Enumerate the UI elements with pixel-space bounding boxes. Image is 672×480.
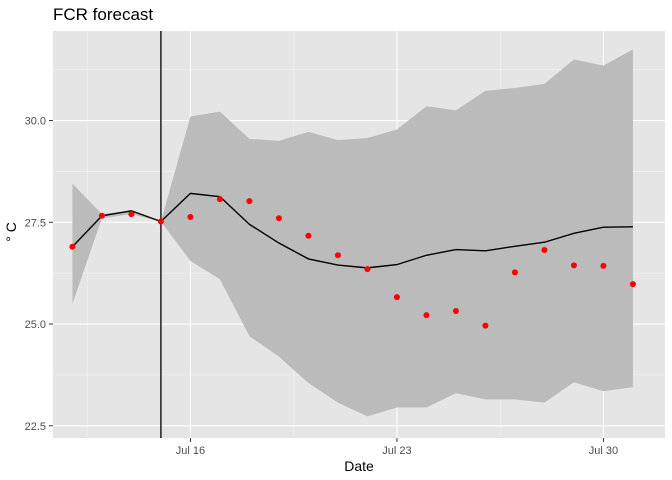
prediction-interval-layer [72, 49, 633, 417]
x-axis: Jul 16 Jul 23 Jul 30 [176, 438, 618, 457]
observed-point [216, 196, 223, 203]
observed-point [600, 262, 607, 269]
observed-point [128, 211, 135, 218]
y-axis-title: ° C [3, 222, 19, 242]
x-tick-label: Jul 30 [589, 445, 618, 457]
y-axis: 22.5 25.0 27.5 30.0 [25, 116, 53, 433]
observed-point [423, 312, 430, 319]
x-axis-title: Date [344, 458, 374, 474]
observed-point [541, 246, 548, 253]
observed-point [570, 262, 577, 269]
observed-point [452, 308, 459, 315]
observed-point [246, 198, 253, 205]
y-tick-label: 30.0 [25, 116, 46, 128]
observed-point [482, 322, 489, 329]
chart-title: FCR forecast [53, 5, 153, 24]
forecast-mean-layer [71, 192, 633, 269]
observed-points-layer [69, 196, 636, 329]
observed-point [157, 218, 164, 225]
observed-point [334, 252, 341, 259]
forecast-mean-line [71, 192, 633, 269]
observed-point [511, 269, 518, 276]
y-tick-label: 25.0 [25, 319, 46, 331]
observed-point [305, 232, 312, 239]
y-tick-label: 27.5 [25, 217, 46, 229]
prediction-interval-ribbon [72, 49, 633, 417]
observed-point [98, 212, 105, 219]
observed-point [275, 215, 282, 222]
observed-point [629, 281, 636, 288]
observed-point [69, 243, 76, 250]
x-tick-label: Jul 23 [382, 445, 411, 457]
observed-point [364, 266, 371, 273]
observed-point [187, 213, 194, 220]
x-tick-label: Jul 16 [176, 445, 205, 457]
observed-point [393, 294, 400, 301]
y-tick-label: 22.5 [25, 421, 46, 433]
